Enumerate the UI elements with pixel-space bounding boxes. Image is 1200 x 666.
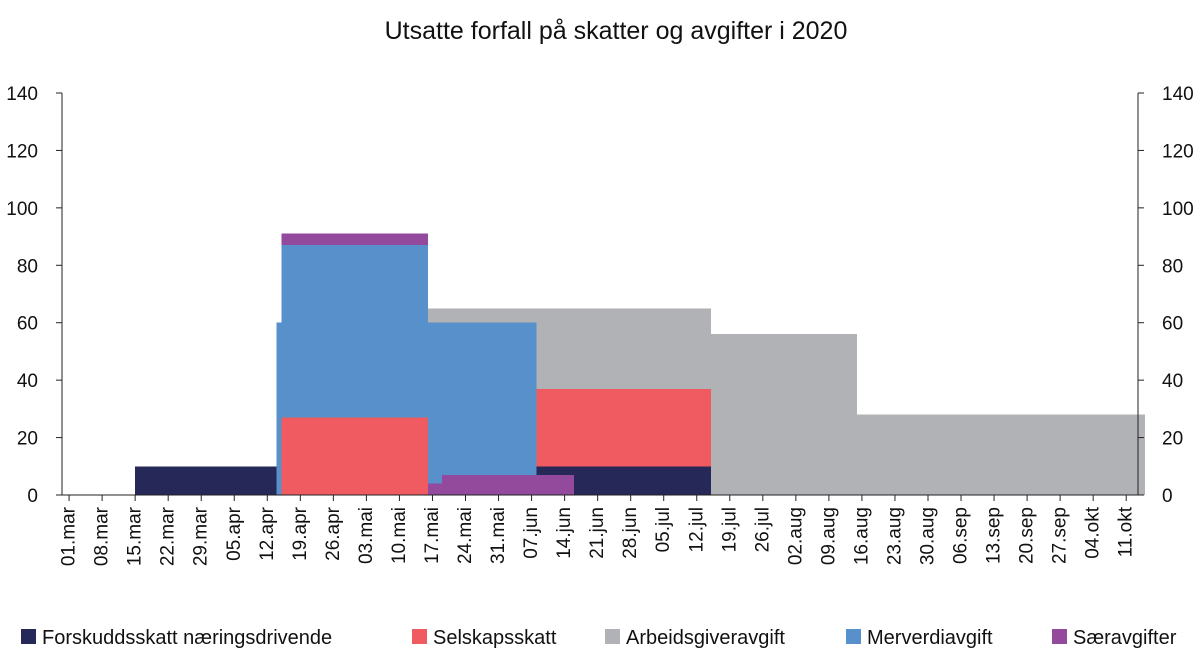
y-tick-label-left: 100 (6, 199, 38, 220)
x-tick-label: 30.aug (917, 507, 938, 565)
x-tick-label: 09.aug (818, 507, 839, 565)
x-tick-label: 22.mar (158, 506, 179, 566)
y-tick-label-right: 100 (1162, 199, 1194, 220)
series-saeravgifter-segment (427, 483, 442, 495)
series-merverdiavgift-segment (427, 322, 537, 495)
x-tick-label: 10.mai (389, 507, 410, 564)
legend-swatch-forskuddsskatt-naeringsdrivende (21, 629, 36, 644)
series-merverdiavgift-segment (276, 322, 282, 495)
y-tick-label-right: 80 (1162, 256, 1183, 277)
x-tick-label: 08.mar (92, 506, 113, 566)
y-tick-label-left: 120 (6, 141, 38, 162)
legend-swatch-merverdiavgift (846, 629, 861, 644)
x-tick-label: 31.mai (488, 507, 509, 564)
series-merverdiavgift-segment (356, 245, 428, 418)
x-tick-label: 16.aug (851, 507, 872, 565)
series-arbeidsgiveravgift-segment (857, 414, 938, 495)
x-tick-label: 29.mar (191, 506, 212, 566)
x-tick-label: 20.sep (1017, 507, 1038, 564)
legend-label-arbeidsgiveravgift: Arbeidsgiveravgift (626, 627, 785, 649)
x-tick-label: 12.apr (257, 506, 278, 561)
chart-title: Utsatte forfall på skatter og avgifter i… (385, 17, 848, 45)
axes: 0 0 20 20 40 40 60 60 80 80 100 100 120 120 140 140 01.m… (6, 84, 1193, 566)
x-tick-label: 14.jun (554, 507, 575, 559)
y-tick-label-left: 60 (17, 314, 38, 335)
x-tick-label: 04.okt (1083, 506, 1104, 558)
series-saeravgifter-segment (356, 233, 428, 246)
series-arbeidsgiveravgift-segment (937, 414, 1146, 495)
series-selskapsskatt-segment (356, 417, 428, 495)
legend-label-forskuddsskatt-naeringsdrivende: Forskuddsskatt næringsdrivende (42, 627, 332, 649)
y-tick-label-right: 140 (1162, 84, 1194, 105)
y-tick-label-right: 60 (1162, 314, 1183, 335)
y-tick-label-left: 20 (17, 429, 38, 450)
x-tick-label: 19.jul (719, 507, 740, 552)
y-tick-label-right: 120 (1162, 141, 1194, 162)
x-tick-label: 03.mai (356, 507, 377, 564)
series-selskapsskatt-segment (281, 417, 357, 495)
legend: Forskuddsskatt næringsdrivende Selskapssk… (21, 627, 1177, 649)
y-tick-label-right: 40 (1162, 371, 1183, 392)
x-tick-label: 15.mar (125, 506, 146, 566)
x-tick-label: 05.jul (653, 507, 674, 552)
x-tick-label: 17.mai (422, 507, 443, 564)
x-tick-label: 19.apr (290, 506, 311, 561)
series-saeravgifter-segment (536, 474, 575, 495)
series-arbeidsgiveravgift-segment (710, 334, 858, 495)
series-saeravgifter-segment (441, 474, 537, 495)
legend-label-saeravgifter: Særavgifter (1073, 627, 1177, 649)
x-tick-label: 01.mar (59, 506, 80, 566)
x-tick-label: 27.sep (1050, 507, 1071, 564)
x-tick-label: 07.jun (521, 507, 542, 559)
x-tick-label: 26.apr (323, 506, 344, 561)
x-tick-label: 12.jul (686, 507, 707, 552)
legend-swatch-saeravgifter (1052, 629, 1067, 644)
x-tick-label: 11.okt (1116, 506, 1137, 557)
x-tick-label: 02.aug (785, 507, 806, 565)
y-tick-label-right: 0 (1162, 486, 1173, 507)
y-tick-label-left: 40 (17, 371, 38, 392)
x-tick-label: 21.jun (587, 507, 608, 559)
legend-swatch-arbeidsgiveravgift (605, 629, 620, 644)
x-tick-label: 13.sep (984, 507, 1005, 564)
x-tick-label: 24.mai (455, 507, 476, 564)
series-saeravgifter-segment (281, 233, 357, 246)
y-tick-label-left: 0 (27, 486, 38, 507)
y-tick-label-left: 80 (17, 256, 38, 277)
x-tick-label: 23.aug (884, 507, 905, 565)
x-tick-label: 06.sep (951, 507, 972, 564)
plot-area (135, 233, 1146, 495)
x-tick-label: 26.jul (752, 507, 773, 552)
y-tick-label-right: 20 (1162, 429, 1183, 450)
x-tick-label: 28.jun (620, 507, 641, 559)
series-merverdiavgift-segment (281, 245, 357, 418)
y-tick-label-left: 140 (6, 84, 38, 105)
legend-label-selskapsskatt: Selskapsskatt (433, 627, 557, 649)
legend-label-merverdiavgift: Merverdiavgift (867, 627, 993, 649)
legend-swatch-selskapsskatt (412, 629, 427, 644)
x-tick-label: 05.apr (224, 506, 245, 561)
